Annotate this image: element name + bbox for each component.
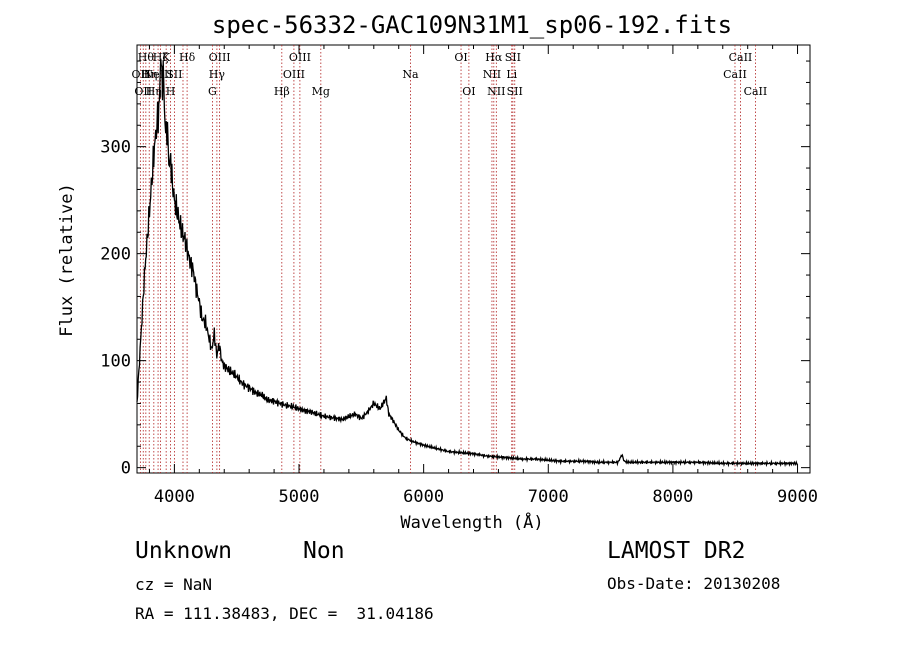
- x-tick-label: 7000: [528, 487, 569, 507]
- line-label: CaII: [744, 85, 768, 98]
- y-tick-label: 300: [100, 138, 131, 158]
- line-label: H: [166, 85, 176, 98]
- y-axis-ticks: 0 100 200 300: [100, 60, 810, 479]
- line-label: Hβ: [274, 85, 290, 98]
- object-subclass: Non: [303, 538, 345, 564]
- line-label: SII: [505, 51, 521, 64]
- line-label: Hη: [141, 68, 157, 81]
- line-label: Na: [402, 68, 419, 81]
- line-label: Hζ: [153, 51, 169, 64]
- line-label: OII: [132, 68, 150, 81]
- line-label: NII: [487, 85, 505, 98]
- line-label: OIII: [289, 51, 311, 64]
- line-label: Li: [506, 68, 517, 81]
- line-label: Mg: [312, 85, 330, 98]
- line-label: K: [162, 51, 171, 64]
- x-tick-label: 8000: [652, 487, 693, 507]
- coordinates: RA = 111.38483, DEC = 31.04186: [135, 604, 434, 623]
- plot-frame: [136, 44, 811, 474]
- spectral-line-markers: [139, 45, 756, 473]
- x-tick-label: 6000: [403, 487, 444, 507]
- line-label: SII: [166, 68, 182, 81]
- x-axis-ticks: 4000 5000 6000 7000 8000 9000: [148, 45, 818, 507]
- x-tick-label: 4000: [154, 487, 195, 507]
- y-tick-label: 200: [100, 245, 131, 265]
- spectrum-series-line: [136, 58, 798, 468]
- survey-name: LAMOST DR2: [607, 538, 746, 564]
- y-axis-label: Flux (relative): [57, 183, 77, 337]
- line-label: OI: [454, 51, 467, 64]
- observation-date: Obs-Date: 20130208: [607, 574, 781, 593]
- line-label: OIII: [283, 68, 305, 81]
- line-label: Hη: [146, 85, 162, 98]
- line-label: OI: [462, 85, 475, 98]
- spectral-line-labels: OIIOIIHθHηHηNeIIIHζKHSIIHδGHγOIIIHβOIIIO…: [132, 51, 768, 98]
- chart-title: spec-56332-GAC109N31M1_sp06-192.fits: [212, 11, 732, 39]
- line-label: Hγ: [209, 68, 226, 81]
- line-label: CaII: [723, 68, 747, 81]
- line-label: OII: [134, 85, 152, 98]
- object-class: Unknown: [135, 538, 232, 564]
- spectrum-chart: spec-56332-GAC109N31M1_sp06-192.fits OII…: [57, 11, 818, 533]
- line-label: G: [208, 85, 217, 98]
- y-tick-label: 100: [100, 352, 131, 372]
- line-label: Hθ: [138, 51, 155, 64]
- line-label: OIII: [209, 51, 231, 64]
- line-label: NeIII: [143, 68, 172, 81]
- x-tick-label: 5000: [279, 487, 320, 507]
- redshift-cz: cz = NaN: [135, 575, 213, 594]
- line-label: SII: [507, 85, 523, 98]
- y-tick-label: 0: [121, 459, 131, 479]
- x-tick-label: 9000: [777, 487, 818, 507]
- x-axis-label: Wavelength (Å): [400, 511, 543, 533]
- line-label: NII: [483, 68, 501, 81]
- line-label: Hδ: [179, 51, 196, 64]
- line-label: Hα: [485, 51, 503, 64]
- line-label: CaII: [729, 51, 753, 64]
